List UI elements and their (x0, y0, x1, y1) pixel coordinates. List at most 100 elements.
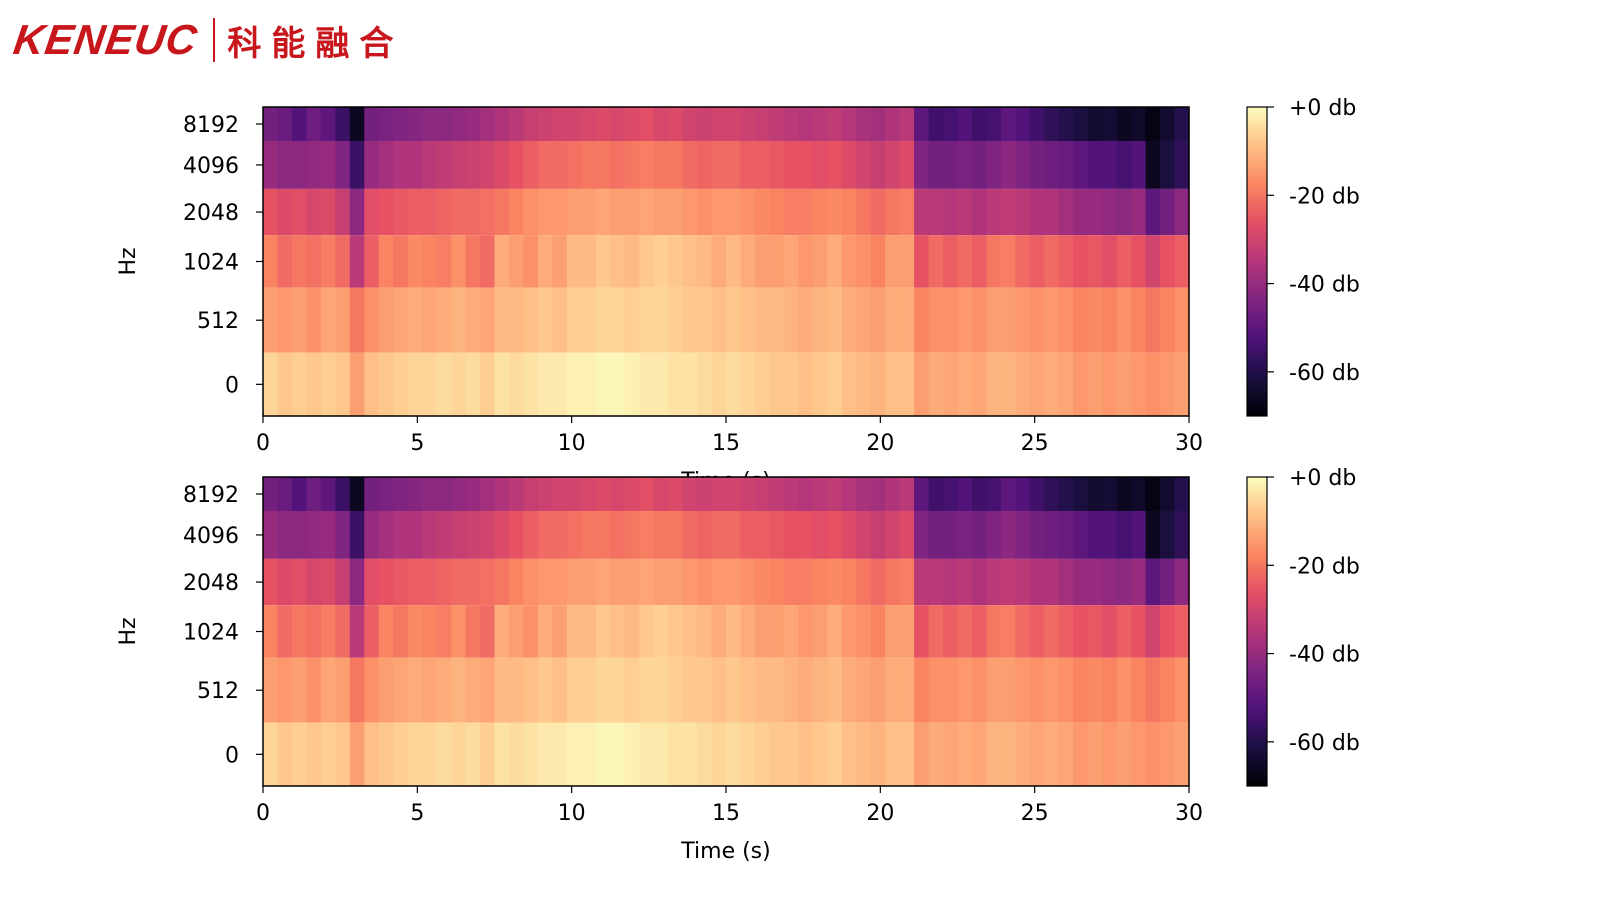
heatmap-cell (740, 188, 756, 236)
heatmap-cell (465, 558, 481, 606)
heatmap-cell (856, 510, 872, 559)
heatmap-cell (957, 657, 973, 723)
heatmap-cell (1160, 352, 1176, 416)
heatmap-cell (306, 140, 322, 189)
heatmap-cell (552, 140, 568, 189)
heatmap-cell (1029, 657, 1045, 723)
heatmap-cell (885, 352, 901, 416)
heatmap-cell (639, 510, 655, 559)
heatmap-cell (711, 352, 727, 416)
heatmap-cell (971, 558, 988, 606)
heatmap-cell (697, 510, 713, 559)
heatmap-cell (812, 722, 828, 786)
heatmap-cell (1044, 657, 1060, 723)
brand-logo: KENEUC 科能融合 (11, 14, 403, 66)
heatmap-cell (1116, 287, 1132, 353)
heatmap-cell (1131, 188, 1147, 236)
heatmap-cell (899, 287, 915, 353)
heatmap-cell (668, 287, 684, 353)
heatmap-cell (943, 188, 959, 236)
heatmap-cell (943, 107, 959, 141)
heatmap-cell (754, 605, 771, 658)
heatmap-cell (1131, 287, 1147, 353)
heatmap-cell (581, 140, 597, 189)
heatmap-cell (783, 352, 799, 416)
heatmap-cell (914, 477, 930, 511)
heatmap-cell (783, 188, 799, 236)
heatmap-cell (783, 510, 799, 559)
x-tick-label: 20 (866, 801, 894, 826)
heatmap-cell (407, 140, 423, 189)
x-tick-label: 30 (1175, 801, 1203, 826)
heatmap-cell (870, 287, 886, 353)
heatmap-cell (769, 510, 785, 559)
heatmap-cell (393, 605, 409, 658)
heatmap-cell (899, 188, 915, 236)
heatmap-cell (986, 235, 1002, 288)
heatmap-cell (986, 510, 1002, 559)
heatmap-cell (870, 477, 886, 511)
heatmap-cell (943, 510, 959, 559)
heatmap-cell (581, 477, 597, 511)
heatmap-cell (451, 558, 467, 606)
heatmap-cell (841, 722, 857, 786)
heatmap-cell (624, 722, 640, 786)
y-tick-label: 0 (225, 373, 239, 398)
heatmap-cell (783, 722, 799, 786)
heatmap-cell (480, 657, 496, 723)
heatmap-cell (537, 558, 553, 606)
heatmap-cell (798, 722, 814, 786)
heatmap-cell (277, 558, 293, 606)
heatmap-cell (1160, 558, 1176, 606)
heatmap-cell (986, 188, 1002, 236)
heatmap-cell (639, 235, 655, 288)
heatmap-cell (1073, 477, 1089, 511)
heatmap-cell (711, 657, 727, 723)
colorbar-tick-label: -20 db (1289, 184, 1360, 209)
heatmap-cell (494, 657, 510, 723)
x-tick-label: 5 (410, 431, 424, 456)
heatmap-cell (885, 235, 901, 288)
heatmap-cell (1087, 510, 1103, 559)
heatmap-cell (1058, 107, 1074, 141)
heatmap-cell (682, 287, 698, 353)
heatmap-cell (537, 188, 553, 236)
heatmap-cell (624, 287, 640, 353)
heatmap-cell (639, 722, 655, 786)
heatmap-cell (1116, 558, 1132, 606)
heatmap-cell (914, 140, 930, 189)
heatmap-cell (335, 510, 351, 559)
heatmap-cell (552, 722, 568, 786)
heatmap-cell (841, 352, 857, 416)
colorbar-tick-label: -40 db (1289, 273, 1360, 298)
heatmap-cell (422, 107, 438, 141)
heatmap-cell (653, 107, 669, 141)
heatmap-cell (1174, 107, 1190, 141)
heatmap-cell (1131, 657, 1147, 723)
heatmap-cell (494, 235, 510, 288)
heatmap-cell (306, 188, 322, 236)
heatmap-cell (928, 477, 944, 511)
heatmap-cell (1000, 605, 1016, 658)
heatmap-cell (1102, 235, 1118, 288)
heatmap-cell (451, 352, 467, 416)
heatmap-cell (1044, 558, 1060, 606)
heatmap-cell (508, 235, 525, 288)
heatmap-cell (595, 235, 611, 288)
heatmap-cell (566, 657, 582, 723)
heatmap-cell (306, 558, 322, 606)
heatmap-cell (754, 188, 771, 236)
heatmap-cell (1044, 107, 1060, 141)
heatmap-cell (1131, 477, 1147, 511)
heatmap-cell (624, 657, 640, 723)
heatmap-cell (610, 477, 626, 511)
heatmap-cell (335, 722, 351, 786)
heatmap-cell (812, 287, 828, 353)
heatmap-cell (1160, 605, 1176, 658)
heatmap-cell (870, 558, 886, 606)
heatmap-cell (798, 657, 814, 723)
heatmap-cell (1058, 287, 1074, 353)
heatmap-cell (928, 722, 944, 786)
heatmap-cell (957, 605, 973, 658)
heatmap-cell (277, 140, 293, 189)
